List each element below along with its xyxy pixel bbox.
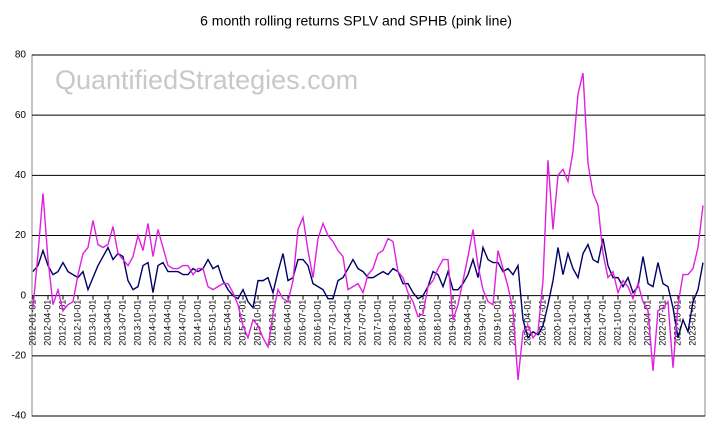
series-line [32, 238, 704, 340]
x-tick-label: 2023-01-01 [687, 300, 697, 346]
x-tick-label: 2022-01-01 [627, 300, 637, 346]
x-tick-label: 2019-04-01 [462, 300, 472, 346]
x-tick-label: 2019-10-01 [492, 300, 502, 346]
x-tick-label: 2018-04-01 [402, 300, 412, 346]
x-tick-label: 2018-07-01 [417, 300, 427, 346]
x-tick-label: 2020-10-01 [552, 300, 562, 346]
x-tick-label: 2014-01-01 [147, 300, 157, 346]
x-tick-label: 2014-10-01 [192, 300, 202, 346]
x-tick-label: 2014-04-01 [162, 300, 172, 346]
x-tick-label: 2019-01-01 [447, 300, 457, 346]
x-tick-label: 2021-01-01 [567, 300, 577, 346]
x-tick-label: 2016-07-01 [297, 300, 307, 346]
y-tick-label: 40 [15, 170, 27, 181]
x-tick-label: 2021-10-01 [612, 300, 622, 346]
y-tick-label: 80 [15, 50, 27, 61]
x-tick-label: 2021-07-01 [597, 300, 607, 346]
x-tick-label: 2022-10-01 [672, 300, 682, 346]
x-tick-label: 2016-01-01 [267, 300, 277, 346]
x-tick-label: 2022-07-01 [657, 300, 667, 346]
x-tick-label: 2018-01-01 [387, 300, 397, 346]
x-tick-label: 2016-10-01 [312, 300, 322, 346]
watermark: QuantifiedStrategies.com [55, 65, 358, 95]
y-tick-label: -40 [12, 411, 27, 422]
series-line [32, 72, 704, 380]
x-tick-label: 2013-01-01 [87, 300, 97, 346]
x-tick-label: 2012-01-01 [27, 300, 37, 346]
x-tick-label: 2017-01-01 [327, 300, 337, 346]
x-tick-label: 2022-04-01 [642, 300, 652, 346]
x-tick-label: 2013-04-01 [102, 300, 112, 346]
x-tick-label: 2019-07-01 [477, 300, 487, 346]
y-tick-label: 0 [20, 290, 26, 301]
x-tick-label: 2018-10-01 [432, 300, 442, 346]
x-tick-label: 2012-10-01 [72, 300, 82, 346]
x-tick-label: 2015-04-01 [222, 300, 232, 346]
chart-title: 6 month rolling returns SPLV and SPHB (p… [200, 13, 512, 29]
x-tick-label: 2017-07-01 [357, 300, 367, 346]
x-tick-label: 2020-01-01 [507, 300, 517, 346]
x-tick-label: 2021-04-01 [582, 300, 592, 346]
x-tick-label: 2012-04-01 [42, 300, 52, 346]
y-tick-label: -20 [12, 350, 27, 361]
x-tick-label: 2014-07-01 [177, 300, 187, 346]
x-tick-label: 2013-07-01 [117, 300, 127, 346]
x-tick-label: 2020-07-01 [537, 300, 547, 346]
x-tick-label: 2012-07-01 [57, 300, 67, 346]
x-tick-label: 2015-01-01 [207, 300, 217, 346]
x-tick-label: 2016-04-01 [282, 300, 292, 346]
y-tick-label: 20 [15, 230, 27, 241]
x-tick-label: 2013-10-01 [132, 300, 142, 346]
x-tick-label: 2015-10-01 [252, 300, 262, 346]
x-tick-label: 2017-04-01 [342, 300, 352, 346]
x-tick-label: 2020-04-01 [522, 300, 532, 346]
x-tick-label: 2017-10-01 [372, 300, 382, 346]
y-tick-label: 60 [15, 110, 27, 121]
